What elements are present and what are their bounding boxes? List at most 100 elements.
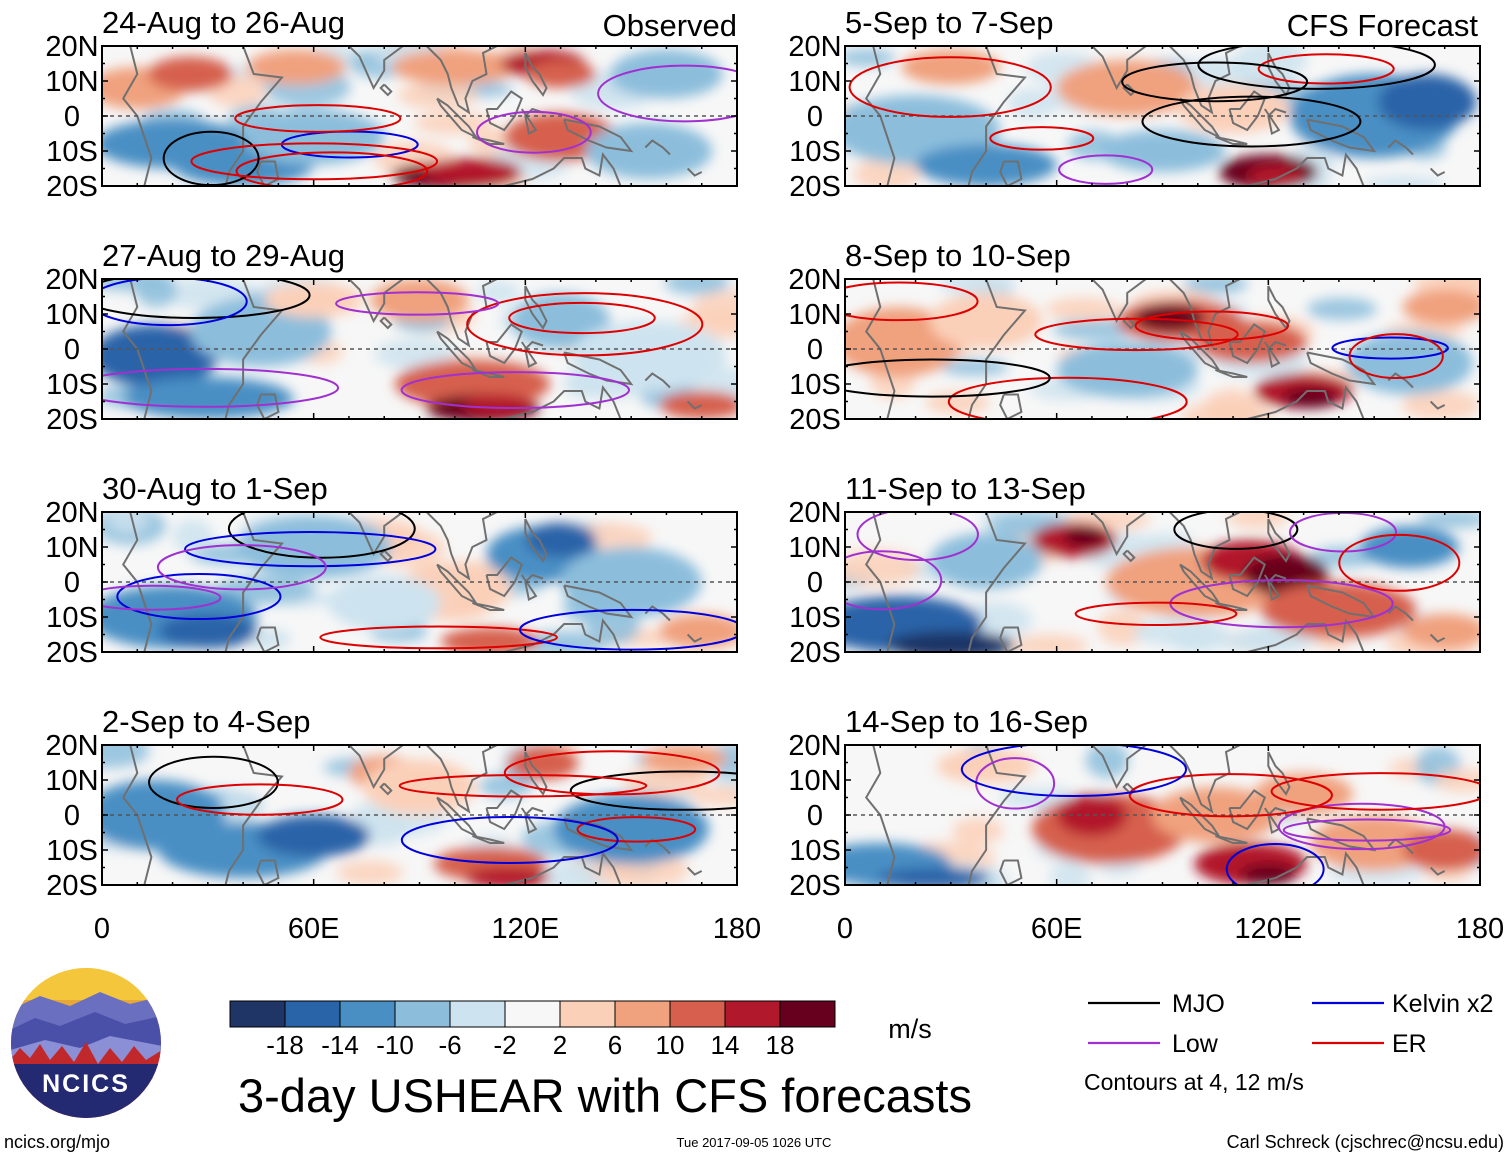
legend-low-label: Low — [1172, 1030, 1219, 1058]
shear-cell — [461, 394, 533, 416]
er-contour — [175, 783, 344, 816]
colorbar-label: 6 — [608, 1030, 622, 1060]
shear-cell — [1056, 794, 1128, 836]
y-tick-label: 20N — [788, 730, 841, 762]
coastline — [1228, 556, 1267, 598]
y-tick-label: 10N — [45, 299, 98, 331]
coastlines — [121, 512, 703, 652]
shear-cell — [243, 109, 385, 165]
shear-cell — [1045, 297, 1120, 321]
axis-layer: 0 60E 120E 180 0 60E 120E 180 — [94, 913, 1504, 945]
colorbar-label: -10 — [376, 1030, 414, 1060]
shear-cell — [423, 158, 522, 186]
er-contour — [845, 281, 979, 322]
shear-field — [102, 745, 737, 885]
coastline — [1263, 573, 1287, 601]
shear-cell — [1097, 609, 1148, 646]
colorbar-swatch — [504, 1000, 561, 1028]
coastline — [1429, 400, 1446, 410]
coastline — [1039, 279, 1170, 324]
y-tick-label: 10S — [789, 602, 841, 634]
kelvin-contour — [400, 816, 619, 864]
low-contour — [475, 110, 592, 154]
mjo-contour — [148, 755, 279, 809]
coastline — [256, 626, 280, 652]
low-contour — [400, 371, 631, 410]
coastlines — [121, 46, 703, 186]
shear-cell — [1247, 165, 1304, 186]
coastline — [379, 782, 393, 796]
coastline — [999, 626, 1023, 652]
low-contour — [1277, 802, 1446, 851]
colorbar-label: 2 — [553, 1030, 567, 1060]
coastline — [296, 512, 427, 557]
shear-cell — [391, 49, 519, 85]
er-contour — [1034, 317, 1239, 352]
low-contour — [335, 291, 500, 316]
y-tick-label: 20N — [788, 264, 841, 296]
er-contour — [1270, 772, 1480, 811]
wave-contours — [960, 745, 1480, 885]
coastline — [967, 745, 1027, 885]
coastline — [503, 152, 622, 186]
y-tick-label: 20S — [789, 870, 841, 902]
coastline — [296, 279, 427, 324]
y-tick-label: 20S — [789, 171, 841, 203]
mjo-contour — [1121, 61, 1309, 103]
colorbar-swatch — [669, 1000, 726, 1028]
legend-mjo-label: MJO — [1172, 990, 1225, 1018]
shear-cell — [690, 786, 737, 806]
er-contour — [1134, 310, 1290, 342]
low-contour — [856, 512, 979, 562]
shear-field — [102, 512, 737, 652]
shear-cell — [147, 56, 233, 92]
er-contour — [1128, 773, 1333, 818]
y-tick-label: 10S — [46, 136, 98, 168]
shear-cell — [1052, 319, 1139, 341]
shear-cell — [1233, 46, 1308, 80]
shear-cell — [465, 867, 551, 885]
coastline — [1387, 838, 1414, 855]
coastline — [256, 393, 280, 419]
coastline — [256, 859, 280, 885]
shear-cell — [845, 49, 896, 67]
shear-cell — [1194, 321, 1308, 363]
wave-contours — [102, 279, 704, 410]
coastline — [524, 52, 548, 97]
site-link[interactable]: ncics.org/mjo — [4, 1132, 110, 1152]
colorbar-swatch — [559, 1000, 616, 1028]
er-contour — [319, 625, 558, 650]
shear-cell — [659, 613, 737, 649]
author-credit: Carl Schreck (cjschrec@ncsu.edu) — [1227, 1132, 1504, 1152]
coastline — [425, 512, 498, 581]
coastline — [1387, 139, 1414, 156]
coastline — [1246, 618, 1365, 652]
shear-cell — [1181, 399, 1276, 419]
coastline — [503, 618, 622, 652]
shear-cell — [659, 391, 737, 419]
shear-cell — [610, 49, 723, 99]
er-contour — [466, 292, 704, 357]
er-contour — [503, 750, 721, 796]
coastline — [1039, 46, 1170, 91]
shear-field — [845, 46, 1477, 186]
coastline — [644, 139, 671, 156]
coastline — [1306, 118, 1377, 153]
forecast-label: CFS Forecast — [1287, 8, 1479, 43]
coastline — [520, 573, 544, 601]
coastline — [1039, 512, 1170, 557]
shear-cell — [1134, 303, 1205, 332]
coastline — [472, 835, 505, 844]
y-tick-label: 20S — [46, 870, 98, 902]
mjo-contour — [227, 512, 416, 559]
panel-date-title: 27-Aug to 29-Aug — [102, 238, 345, 273]
colorbar-label: -6 — [438, 1030, 461, 1060]
y-tick-label: 0 — [64, 101, 80, 133]
shear-cell — [102, 745, 150, 769]
y-tick-label: 10S — [46, 602, 98, 634]
shear-cell — [1012, 634, 1088, 652]
coastline — [485, 90, 524, 132]
